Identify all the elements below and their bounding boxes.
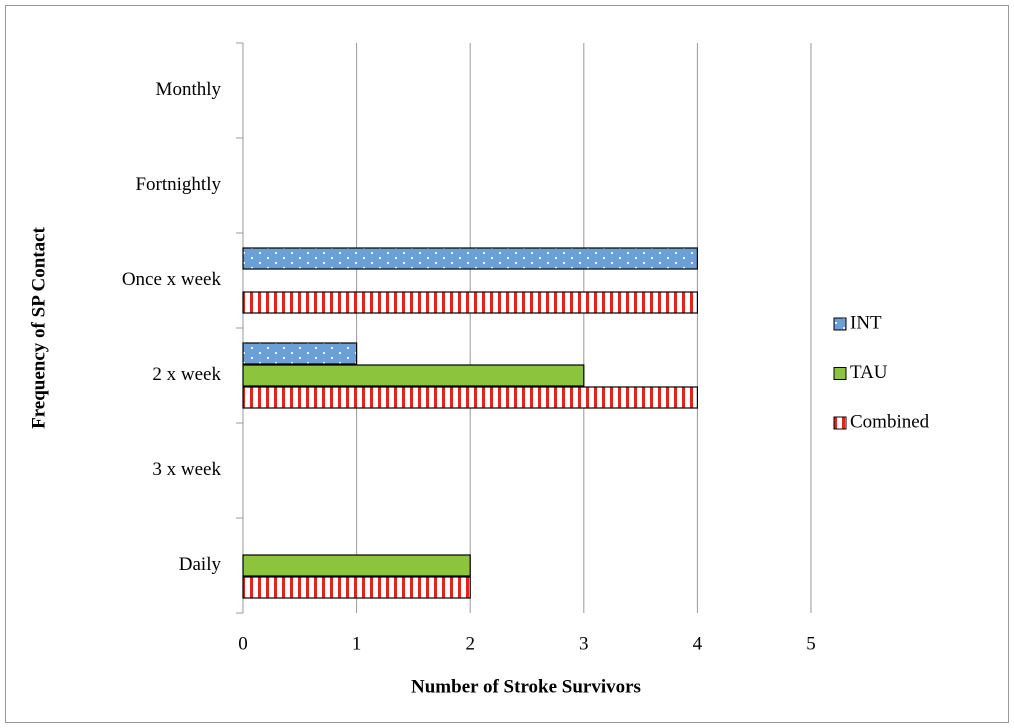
y-tick-label: Monthly	[156, 79, 222, 100]
y-axis-label: Frequency of SP Contact	[28, 226, 49, 428]
legend-swatch	[833, 367, 847, 380]
frame	[5, 5, 1009, 723]
x-tick-label: 3	[579, 633, 589, 654]
legend-label: INT	[850, 312, 882, 333]
legend-label: Combined	[850, 411, 930, 432]
y-tick-label: 2 x week	[152, 364, 221, 385]
y-tick-label: Once x week	[122, 269, 222, 290]
x-tick-label: 2	[465, 633, 475, 654]
x-tick-label: 5	[806, 633, 816, 654]
x-tick-label: 4	[693, 633, 703, 654]
y-tick-label: Fortnightly	[135, 174, 221, 195]
legend-swatch	[833, 416, 847, 430]
bar	[242, 342, 358, 365]
y-tick-label: Daily	[179, 554, 222, 575]
legend-swatch	[833, 317, 847, 331]
bar	[242, 576, 471, 599]
x-tick-label: 1	[352, 633, 362, 654]
x-axis-label: Number of Stroke Survivors	[411, 676, 641, 697]
legend-label: TAU	[850, 362, 888, 383]
bar	[242, 247, 698, 270]
bar	[242, 364, 585, 387]
x-tick-label: 0	[238, 633, 248, 654]
bar	[242, 554, 471, 577]
bar	[242, 386, 698, 409]
y-tick-label: 3 x week	[152, 459, 221, 480]
bar	[242, 291, 698, 314]
